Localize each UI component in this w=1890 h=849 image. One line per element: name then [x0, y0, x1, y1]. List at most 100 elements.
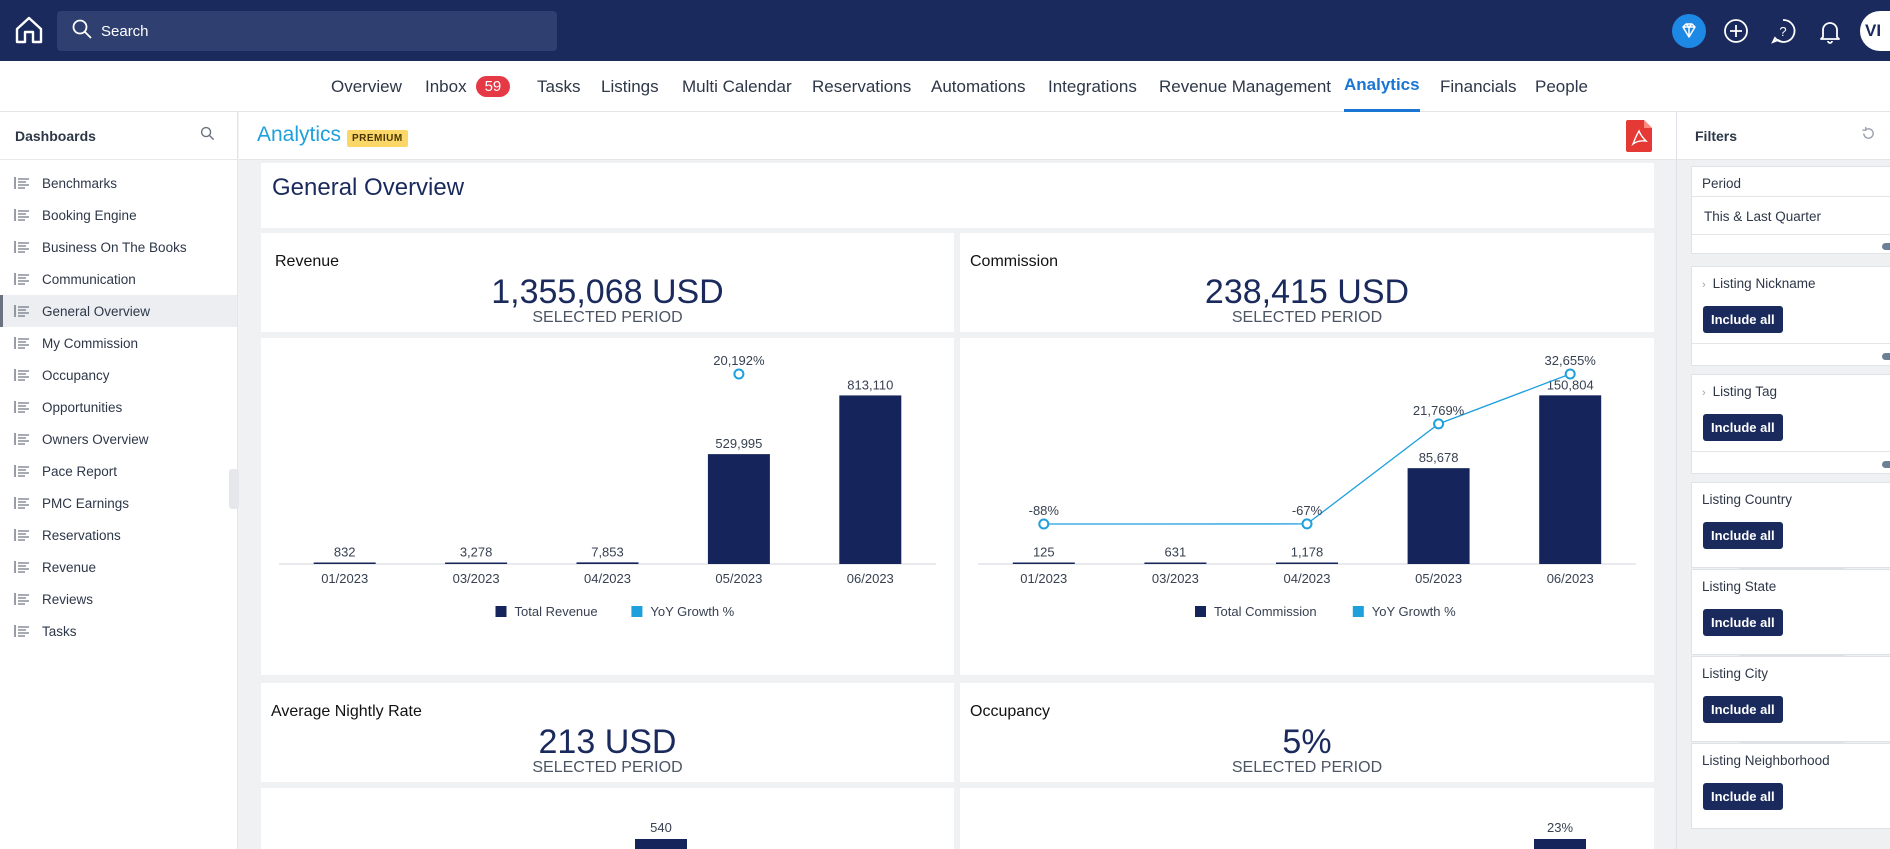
sidebar-item-my-commission[interactable]: My Commission	[0, 327, 237, 359]
listing-tag-header[interactable]: › Listing Tag	[1702, 384, 1777, 399]
sidebar-item-revenue[interactable]: Revenue	[0, 551, 237, 583]
sidebar-collapse-handle[interactable]	[229, 469, 239, 509]
bar-04-2023[interactable]	[1276, 562, 1338, 565]
sidebar-item-occupancy[interactable]: Occupancy	[0, 359, 237, 391]
nav-analytics[interactable]: Analytics	[1344, 61, 1420, 112]
sidebar-item-pmc-earnings[interactable]: PMC Earnings	[0, 487, 237, 519]
bar-06-2023[interactable]	[1539, 395, 1602, 564]
nav-financials[interactable]: Financials	[1440, 76, 1517, 96]
revenue-kpi-sub: SELECTED PERIOD	[532, 309, 683, 326]
bar-partial[interactable]	[635, 839, 687, 849]
sidebar-item-reservations[interactable]: Reservations	[0, 519, 237, 551]
sidebar-item-pace-report[interactable]: Pace Report	[0, 455, 237, 487]
growth-point[interactable]	[1433, 418, 1445, 430]
bar-06-2023[interactable]	[839, 395, 902, 564]
growth-point[interactable]	[1564, 368, 1576, 380]
bar-05-2023[interactable]	[1407, 468, 1470, 564]
bar-03-2023[interactable]	[445, 562, 508, 565]
nav-tasks[interactable]: Tasks	[537, 76, 581, 96]
period-scroll-handle[interactable]	[1882, 243, 1890, 250]
nav-inbox[interactable]: Inbox 59	[425, 61, 511, 112]
sidebar-item-booking-engine[interactable]: Booking Engine	[0, 199, 237, 231]
nav-people[interactable]: People	[1535, 76, 1588, 96]
commission-kpi-value: 238,415 USD	[1204, 273, 1410, 311]
search-input[interactable]	[101, 22, 521, 40]
svg-text:?: ?	[1779, 24, 1786, 39]
bar-01-2023[interactable]	[313, 562, 376, 565]
growth-value-label: 21,769%	[1413, 403, 1465, 418]
reset-filters-icon[interactable]	[1861, 126, 1876, 146]
bar-value-label: 631	[1165, 545, 1187, 560]
list-icon	[14, 177, 30, 189]
nav-integrations[interactable]: Integrations	[1048, 76, 1137, 96]
sidebar-item-reviews[interactable]: Reviews	[0, 583, 237, 615]
growth-line	[1043, 373, 1571, 525]
x-tick-label: 06/2023	[1547, 571, 1594, 586]
nav-overview[interactable]: Overview	[331, 76, 402, 96]
help-icon[interactable]: ?	[1766, 14, 1800, 48]
include-all-button[interactable]: Include all	[1703, 783, 1783, 810]
bar-value-label: 540	[650, 820, 672, 835]
bar-value-label: 813,110	[847, 377, 893, 392]
sidebar-item-opportunities[interactable]: Opportunities	[0, 391, 237, 423]
scroll-handle[interactable]	[1882, 461, 1890, 468]
adr-kpi-sub: SELECTED PERIOD	[532, 759, 683, 776]
growth-point[interactable]	[1301, 518, 1313, 530]
legend-swatch-growth	[1352, 606, 1364, 617]
gem-icon[interactable]	[1672, 14, 1706, 48]
bell-icon[interactable]	[1813, 14, 1847, 48]
include-all-button[interactable]: Include all	[1703, 609, 1783, 636]
occupancy-chart-card: 23%	[960, 788, 1654, 849]
period-filter: Period This & Last Quarter	[1691, 166, 1890, 254]
bar-04-2023[interactable]	[576, 562, 639, 564]
scroll-handle[interactable]	[1882, 353, 1890, 360]
nav-reservations[interactable]: Reservations	[812, 76, 912, 96]
nav-listings[interactable]: Listings	[601, 76, 659, 96]
growth-value-label: -67%	[1292, 503, 1323, 518]
nav-automations[interactable]: Automations	[931, 76, 1026, 96]
legend-label-bars: Total Revenue	[515, 604, 598, 619]
search-box[interactable]	[57, 11, 557, 51]
sidebar-item-label: PMC Earnings	[42, 495, 130, 511]
commission-kpi-card: Commission 238,415 USD SELECTED PERIOD	[960, 233, 1654, 332]
sidebar-item-owners-overview[interactable]: Owners Overview	[0, 423, 237, 455]
period-select[interactable]: This & Last Quarter	[1704, 209, 1822, 224]
nav-multi-calendar[interactable]: Multi Calendar	[682, 76, 792, 96]
commission-chart-card: 125 01/2023 631 03/2023 1,178 04/2023 85,678 05…	[960, 338, 1654, 675]
bar-03-2023[interactable]	[1144, 562, 1207, 565]
sidebar-item-label: Business On The Books	[42, 239, 187, 255]
bar-partial[interactable]	[1534, 839, 1586, 849]
include-all-button[interactable]: Include all	[1703, 414, 1783, 441]
sidebar-item-tasks[interactable]: Tasks	[0, 615, 237, 647]
list-icon	[14, 337, 30, 349]
adr-kpi-value: 213 USD	[538, 723, 677, 761]
sidebar-item-benchmarks[interactable]: Benchmarks	[0, 167, 237, 199]
sidebar-item-label: Benchmarks	[42, 175, 118, 191]
sidebar-search-icon[interactable]	[200, 126, 215, 146]
bar-05-2023[interactable]	[707, 454, 770, 564]
growth-point[interactable]	[733, 368, 745, 380]
growth-value-label: 32,655%	[1545, 353, 1597, 368]
sidebar-item-business-on-the-books[interactable]: Business On The Books	[0, 231, 237, 263]
nav-revenue-management[interactable]: Revenue Management	[1159, 76, 1332, 96]
sidebar-item-label: Reservations	[42, 527, 121, 543]
bar-01-2023[interactable]	[1012, 562, 1075, 565]
listing-nickname-header[interactable]: › Listing Nickname	[1702, 276, 1815, 291]
growth-point[interactable]	[1038, 518, 1050, 530]
sidebar-item-general-overview[interactable]: General Overview	[0, 295, 237, 327]
include-all-button[interactable]: Include all	[1703, 306, 1783, 333]
listing-tag-label: Listing Tag	[1712, 384, 1777, 399]
sidebar-item-label: My Commission	[42, 335, 139, 351]
listing-city-filter: Listing City Include all	[1691, 656, 1890, 742]
dashboard-content: General Overview Revenue 1,355,068 USD S…	[239, 160, 1676, 849]
user-avatar[interactable]: VI	[1860, 11, 1890, 51]
include-all-button[interactable]: Include all	[1703, 522, 1783, 549]
include-all-button[interactable]: Include all	[1703, 696, 1783, 723]
sidebar-item-communication[interactable]: Communication	[0, 263, 237, 295]
pdf-export-icon[interactable]	[1626, 120, 1652, 152]
list-icon	[14, 305, 30, 317]
home-icon[interactable]	[14, 15, 44, 45]
adr-kpi-card: Average Nightly Rate 213 USD SELECTED PE…	[261, 683, 954, 782]
legend-swatch-bars	[495, 606, 507, 617]
plus-icon[interactable]	[1719, 14, 1753, 48]
